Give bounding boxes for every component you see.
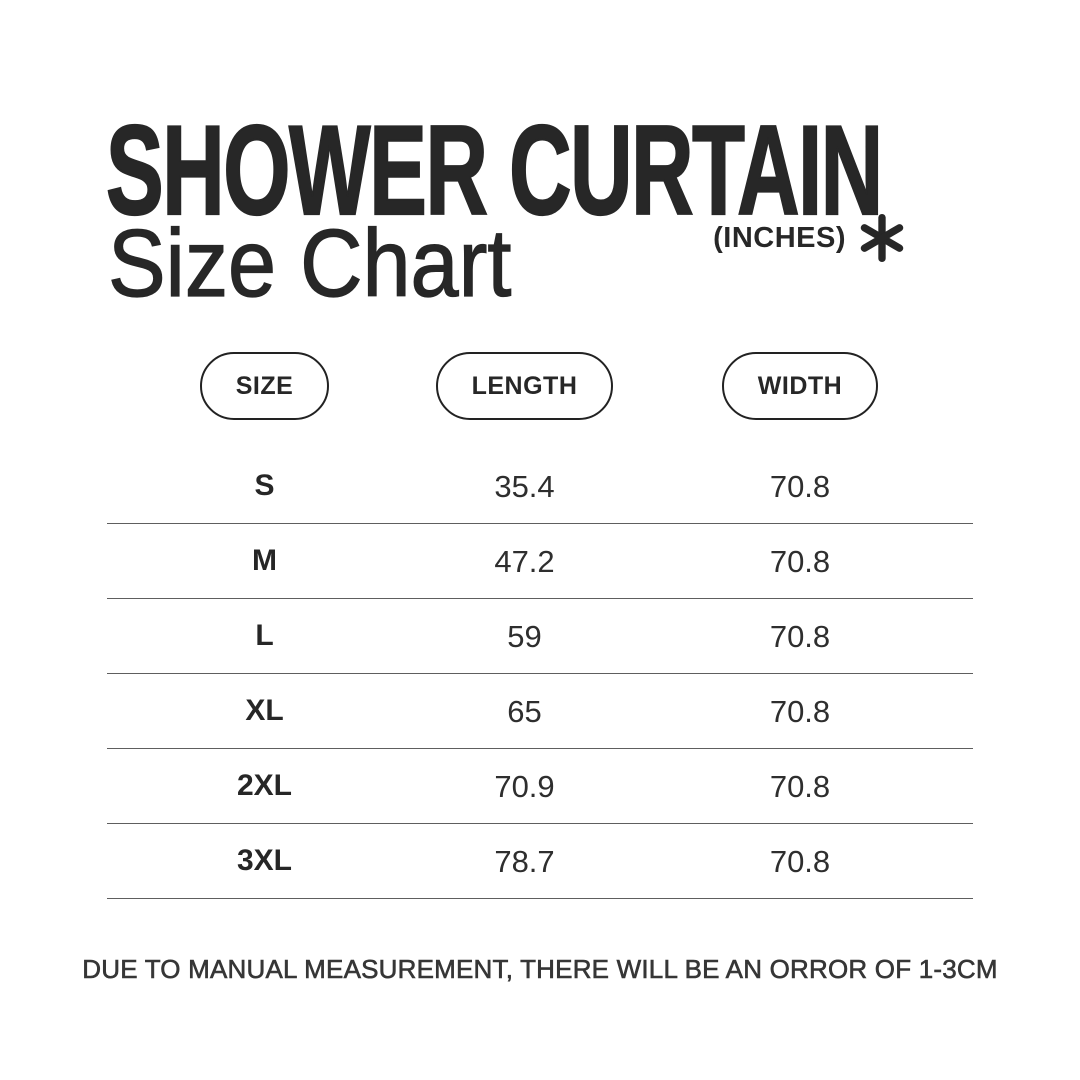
cell-size: S: [254, 469, 275, 502]
cell-size: XL: [245, 694, 284, 727]
cell-length: 59: [507, 618, 542, 654]
page-subtitle: Size Chart: [107, 210, 512, 317]
cell-width: 70.8: [769, 693, 831, 729]
table-row: 3XL 78.7 70.8: [107, 824, 973, 899]
column-header-label: SIZE: [235, 371, 294, 400]
column-header-length: LENGTH: [435, 352, 614, 420]
cell-width: 70.8: [769, 768, 831, 804]
cell-size: M: [252, 544, 277, 577]
size-table: S 35.4 70.8 M 47.2 70.8 L 59 70.8 XL 65 …: [107, 449, 973, 899]
table-header-row: SIZE LENGTH WIDTH: [107, 352, 973, 420]
cell-width: 70.8: [769, 618, 831, 654]
column-header-size: SIZE: [199, 352, 330, 420]
table-row: 2XL 70.9 70.8: [107, 749, 973, 824]
cell-width: 70.8: [769, 468, 831, 504]
cell-size: 2XL: [236, 769, 293, 802]
cell-length: 65: [507, 693, 542, 729]
cell-length: 70.9: [494, 768, 555, 804]
cell-size: L: [255, 619, 274, 652]
cell-width: 70.8: [769, 843, 831, 879]
asterisk-icon: [860, 213, 904, 263]
table-row: M 47.2 70.8: [107, 524, 973, 599]
cell-length: 78.7: [494, 843, 555, 879]
footer-note: DUE TO MANUAL MEASUREMENT, THERE WILL BE…: [82, 954, 998, 985]
column-header-width: WIDTH: [721, 352, 879, 420]
cell-size: 3XL: [236, 844, 293, 877]
cell-width: 70.8: [769, 543, 831, 579]
page-title: SHOWER CURTAIN: [105, 99, 884, 241]
table-row: L 59 70.8: [107, 599, 973, 674]
table-row: XL 65 70.8: [107, 674, 973, 749]
unit-label-group: (INCHES): [713, 210, 908, 266]
unit-label: (INCHES): [713, 221, 846, 254]
cell-length: 47.2: [494, 543, 555, 579]
table-row: S 35.4 70.8: [107, 449, 973, 524]
column-header-label: WIDTH: [757, 371, 843, 400]
cell-length: 35.4: [494, 468, 555, 504]
column-header-label: LENGTH: [471, 371, 578, 400]
